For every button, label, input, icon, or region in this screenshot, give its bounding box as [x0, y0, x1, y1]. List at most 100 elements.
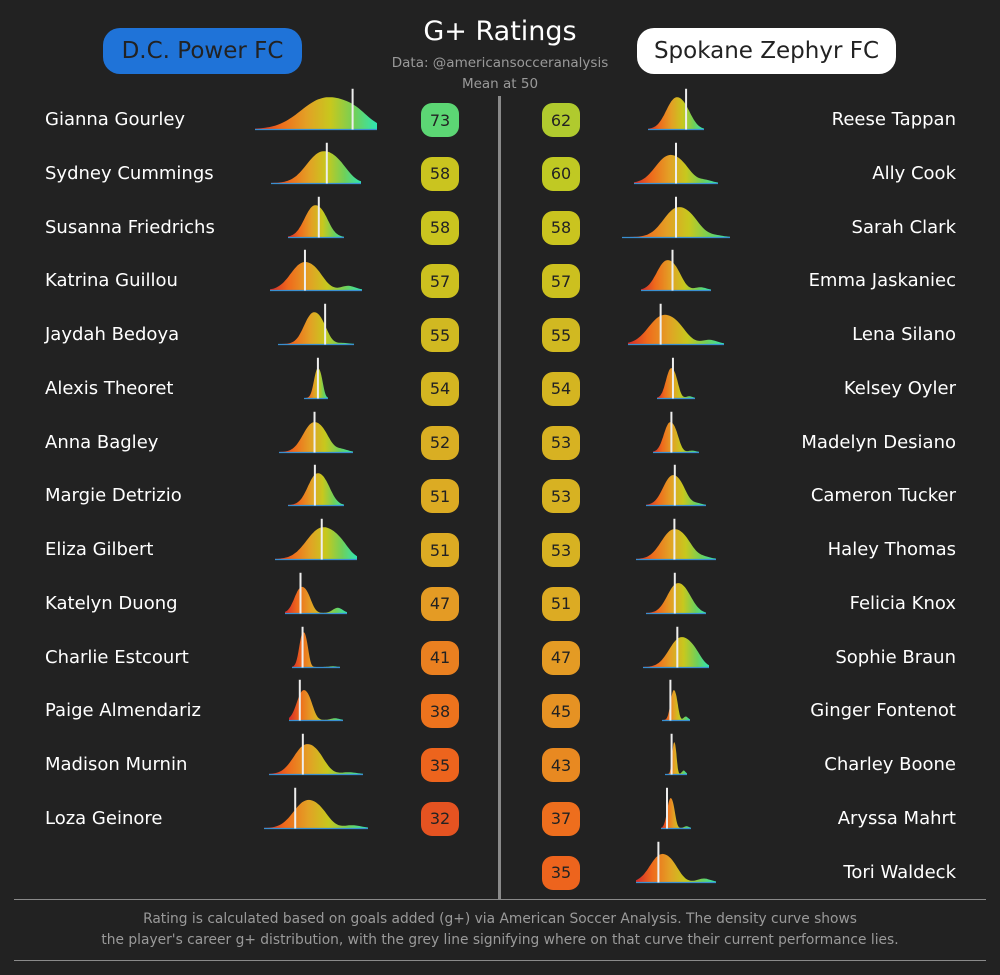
right-player-13-name: Aryssa Mahrt	[837, 807, 956, 829]
footer-divider-top	[14, 899, 986, 900]
left-player-2-name: Susanna Friedrichs	[45, 216, 215, 238]
right-player-8-rating-badge: 53	[542, 533, 580, 567]
right-player-10-rating-badge: 47	[542, 640, 580, 675]
right-player-7-density-area	[646, 475, 706, 506]
left-player-10-rating-badge: 41	[421, 640, 459, 675]
left-player-8-density-curve	[275, 518, 357, 561]
left-player-11-name: Paige Almendariz	[45, 700, 201, 722]
left-player-2-rating-badge: 58	[421, 210, 459, 245]
right-player-1-name: Ally Cook	[872, 162, 956, 184]
right-player-4-density-area	[628, 314, 724, 345]
right-player-3-density-area	[641, 260, 711, 291]
right-player-11-density-curve	[662, 680, 690, 722]
right-player-3-rating-badge: 57	[542, 264, 580, 299]
left-player-6-rating-badge: 52	[421, 425, 459, 460]
left-player-1-density-curve	[271, 142, 361, 184]
left-player-9-density-curve	[285, 572, 347, 614]
left-player-7-density-curve	[288, 465, 344, 507]
left-player-6-name: Anna Bagley	[45, 431, 159, 453]
right-player-13-density-curve	[661, 787, 691, 829]
left-player-3-name: Katrina Guillou	[45, 270, 178, 292]
left-player-8-density-area	[275, 527, 357, 560]
left-player-9-rating-badge: 47	[421, 586, 459, 621]
left-player-12-rating-badge: 35	[421, 748, 459, 782]
right-player-7-density-curve	[646, 465, 706, 507]
right-player-2-density-curve	[622, 196, 730, 238]
left-player-9-density-area	[285, 586, 347, 614]
chart-title: G+ Ratings	[423, 16, 577, 47]
team-name-right: Spokane Zephyr FC	[653, 38, 880, 64]
right-player-8-name: Haley Thomas	[827, 539, 956, 560]
left-player-5-density-area	[304, 367, 328, 399]
left-player-13-density-curve	[264, 787, 368, 829]
team-badge-right: Spokane Zephyr FC	[637, 28, 896, 74]
right-player-3-name: Emma Jaskaniec	[808, 270, 956, 292]
right-player-9-density-curve	[646, 572, 706, 614]
right-player-0-name: Reese Tappan	[831, 109, 956, 130]
right-player-9-rating-badge: 51	[542, 586, 580, 621]
left-player-1-rating-badge: 58	[421, 156, 459, 191]
team-name-left: D.C. Power FC	[121, 38, 284, 64]
left-player-4-density-curve	[278, 303, 354, 346]
left-player-2-density-curve	[288, 196, 344, 238]
right-player-4-density-curve	[628, 303, 724, 346]
right-player-5-density-curve	[657, 357, 695, 399]
left-player-0-density-curve	[255, 88, 377, 131]
right-player-12-density-area	[665, 742, 687, 775]
left-player-10-name: Charlie Estcourt	[45, 646, 189, 668]
right-player-13-rating-badge: 37	[542, 801, 580, 836]
right-player-8-density-curve	[636, 518, 716, 561]
left-player-4-name: Jaydah Bedoya	[45, 324, 180, 345]
footer-divider-bottom	[14, 960, 986, 961]
right-player-1-density-curve	[634, 142, 718, 184]
left-player-13-density-area	[264, 799, 368, 829]
right-player-11-rating-badge: 45	[542, 694, 580, 729]
left-player-5-rating-badge: 54	[421, 371, 459, 406]
left-player-6-density-area	[279, 421, 353, 452]
right-player-14-name: Tori Waldeck	[843, 861, 956, 883]
chart-subtitle-source: Data: @americansocceranalysis	[391, 55, 609, 71]
right-player-14-density-curve	[636, 841, 716, 883]
team-badge-left: D.C. Power FC	[103, 28, 302, 74]
right-player-6-name: Madelyn Desiano	[801, 431, 956, 453]
left-player-12-density-curve	[269, 733, 363, 776]
right-player-12-density-curve	[665, 733, 687, 776]
left-player-4-density-area	[278, 312, 354, 345]
right-player-10-density-area	[643, 636, 709, 667]
left-player-0-name: Gianna Gourley	[45, 109, 186, 130]
right-player-13-density-area	[661, 797, 691, 829]
left-player-11-density-area	[289, 690, 343, 721]
left-player-5-name: Alexis Theoret	[45, 377, 174, 399]
left-player-7-name: Margie Detrizio	[45, 485, 182, 507]
left-player-9-name: Katelyn Duong	[45, 592, 178, 614]
right-player-8-density-area	[636, 529, 716, 560]
left-player-11-rating-badge: 38	[421, 694, 459, 729]
right-player-6-density-curve	[653, 411, 699, 453]
right-player-11-density-area	[662, 690, 690, 721]
left-player-7-density-area	[288, 473, 344, 506]
right-player-5-density-area	[657, 367, 695, 399]
left-player-0-rating-badge: 73	[421, 103, 459, 137]
left-player-10-density-curve	[292, 626, 340, 668]
right-player-7-rating-badge: 53	[542, 479, 580, 514]
footnote: Rating is calculated based on goals adde…	[0, 909, 1000, 951]
right-player-5-rating-badge: 54	[542, 371, 580, 406]
left-player-1-density-area	[271, 150, 361, 184]
left-player-13-name: Loza Geinore	[45, 807, 163, 829]
right-player-6-density-area	[653, 421, 699, 452]
right-player-4-name: Lena Silano	[852, 324, 956, 345]
left-player-3-density-area	[270, 262, 362, 291]
right-player-12-rating-badge: 43	[542, 748, 580, 782]
right-player-2-name: Sarah Clark	[851, 216, 956, 238]
chart-subtitle-mean: Mean at 50	[461, 76, 539, 92]
right-player-9-name: Felicia Knox	[849, 592, 956, 614]
footnote-line-1: Rating is calculated based on goals adde…	[143, 911, 857, 927]
right-player-0-rating-badge: 62	[542, 103, 580, 137]
left-player-13-rating-badge: 32	[421, 801, 459, 836]
right-player-7-name: Cameron Tucker	[810, 485, 956, 507]
left-player-12-density-area	[269, 744, 363, 775]
left-player-8-name: Eliza Gilbert	[45, 539, 154, 560]
right-player-1-rating-badge: 60	[542, 156, 580, 191]
left-player-12-name: Madison Murnin	[45, 754, 188, 775]
left-player-5-density-curve	[304, 357, 328, 399]
